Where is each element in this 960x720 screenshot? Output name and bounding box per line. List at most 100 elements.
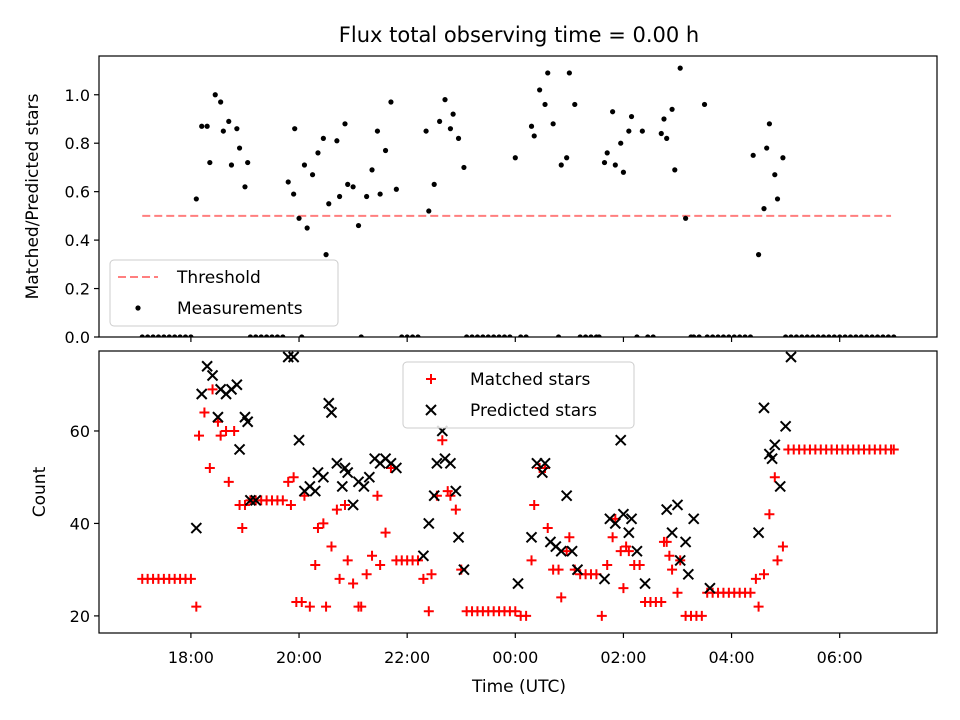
top-point-1-70: [469, 334, 475, 337]
top-panel: 0.0 0.2 0.4 0.6 0.8 1.0 Matched/Predicted star…: [23, 55, 938, 347]
top-point-1-88: [558, 162, 564, 168]
top-legend-box: [109, 259, 339, 327]
top-point-1-114: [677, 65, 683, 71]
top-point-1-34: [299, 334, 305, 337]
bottom-point-0-119: [696, 610, 707, 621]
top-point-1-42: [334, 138, 340, 144]
bottom-point-1-9: [233, 443, 246, 456]
bottom-point-0-130: [753, 601, 764, 612]
top-point-1-40: [323, 252, 329, 258]
top-ytick-label-0: 0.0: [65, 328, 90, 347]
bottom-point-1-1: [196, 388, 208, 400]
bottom-point-1-4: [212, 411, 224, 423]
bottom-point-0-114: [672, 587, 683, 598]
top-point-1-47: [355, 222, 362, 229]
top-point-1-45: [345, 181, 351, 187]
top-point-1-83: [537, 87, 543, 93]
bottom-point-0-9: [185, 573, 196, 584]
top-point-1-85: [545, 70, 551, 76]
top-point-1-128: [747, 334, 754, 337]
top-point-1-35: [301, 162, 308, 168]
top-point-1-113: [672, 167, 678, 173]
top-point-1-43: [336, 193, 343, 200]
top-point-1-146: [831, 334, 837, 337]
bottom-point-0-78: [510, 606, 521, 617]
top-point-1-126: [737, 334, 743, 337]
top-point-1-60: [423, 128, 429, 134]
bottom-point-1-31: [363, 471, 376, 483]
top-point-1-108: [650, 334, 656, 337]
bottom-point-1-51: [539, 457, 551, 470]
top-point-1-143: [815, 334, 821, 337]
top-point-1-105: [634, 334, 640, 337]
bottom-point-0-88: [556, 592, 567, 603]
top-point-1-81: [528, 123, 535, 129]
top-point-1-24: [253, 334, 259, 337]
top-point-1-124: [726, 334, 732, 337]
bottom-point-0-62: [426, 569, 437, 580]
top-legend-label-0: Threshold: [176, 268, 261, 288]
top-point-1-86: [550, 121, 556, 127]
xtick-label-4: 02:00: [600, 648, 646, 667]
bottom-point-0-51: [372, 490, 383, 501]
bottom-point-1-0: [190, 522, 203, 534]
top-point-1-4: [161, 334, 167, 337]
bottom-point-0-97: [602, 560, 613, 571]
bottom-point-1-43: [444, 457, 457, 470]
top-point-1-101: [618, 140, 624, 146]
top-point-1-75: [496, 334, 502, 337]
top-point-1-16: [220, 128, 226, 134]
bottom-point-0-60: [418, 573, 429, 584]
top-point-1-3: [155, 334, 162, 337]
bottom-point-1-62: [617, 508, 630, 520]
top-y-axis-label: Matched/Predicted stars: [23, 93, 43, 299]
top-point-1-123: [720, 334, 727, 337]
top-point-1-57: [404, 334, 410, 337]
bottom-point-0-134: [772, 555, 783, 566]
bottom-point-0-101: [618, 583, 629, 594]
top-point-1-103: [626, 128, 632, 134]
bottom-point-1-75: [752, 526, 765, 539]
top-point-1-12: [204, 123, 210, 129]
top-point-1-122: [715, 334, 721, 337]
bottom-point-1-49: [531, 457, 543, 470]
top-point-1-25: [258, 334, 264, 337]
bottom-point-0-41: [326, 541, 337, 552]
top-point-1-31: [291, 191, 297, 197]
top-point-1-61: [426, 208, 432, 214]
top-point-1-29: [280, 334, 286, 337]
bottom-point-0-16: [215, 430, 226, 441]
top-ytick-label-1: 0.2: [65, 280, 90, 299]
bottom-point-0-46: [348, 578, 359, 589]
bottom-point-0-32: [288, 472, 299, 483]
bottom-ytick-label-0: 20: [70, 607, 90, 626]
bottom-point-1-21: [317, 471, 330, 483]
bottom-point-0-29: [277, 495, 288, 506]
bottom-point-1-69: [671, 499, 684, 511]
top-axes-frame: [98, 55, 938, 338]
bottom-point-0-81: [526, 555, 537, 566]
top-point-1-152: [864, 334, 870, 337]
bottom-point-1-2: [201, 360, 213, 372]
bottom-point-1-11: [241, 416, 254, 428]
bottom-point-0-129: [750, 573, 761, 584]
top-point-1-145: [826, 334, 832, 337]
top-point-1-73: [485, 334, 491, 337]
top-point-1-26: [264, 334, 270, 337]
top-point-1-149: [847, 334, 854, 337]
top-point-1-91: [572, 101, 578, 108]
top-point-1-20: [236, 145, 243, 151]
top-point-1-17: [226, 118, 232, 125]
top-point-1-104: [628, 113, 635, 120]
top-ytick-label-3: 0.6: [65, 183, 90, 202]
bottom-point-0-36: [304, 601, 315, 612]
top-point-1-132: [764, 145, 770, 151]
top-point-1-79: [518, 334, 524, 337]
top-point-1-72: [480, 334, 486, 337]
bottom-point-1-64: [625, 513, 638, 525]
top-point-1-30: [285, 179, 291, 185]
top-point-1-121: [710, 334, 716, 337]
bottom-point-0-113: [667, 564, 678, 575]
top-point-1-27: [269, 334, 275, 337]
top-point-1-117: [691, 334, 697, 337]
